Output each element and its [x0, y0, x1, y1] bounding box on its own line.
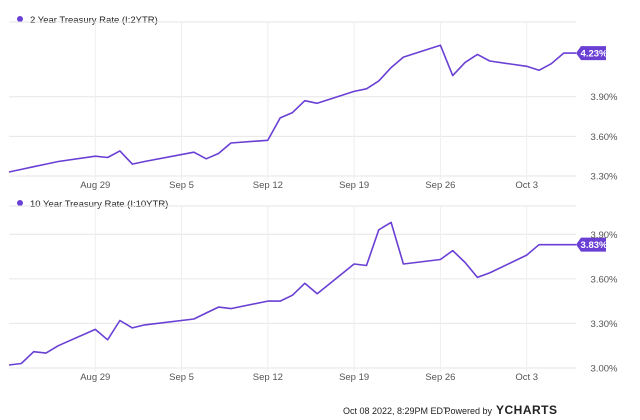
y-tick-label: 3.60%: [591, 132, 618, 143]
y-tick-label: 3.90%: [591, 92, 618, 103]
y-tick-label: 3.00%: [591, 364, 618, 375]
y-tick-label: 3.60%: [591, 274, 618, 285]
x-tick-label: Sep 19: [339, 372, 369, 383]
axis-labels: 3.00% 3.30% 3.60% 3.90% Aug 29 Sep 5 Sep 12 Sep…: [80, 230, 618, 383]
series-line: [8, 44, 576, 173]
gridlines: [9, 205, 576, 372]
last-value-label: 4.23%: [581, 49, 608, 60]
x-tick-label: Oct 3: [515, 372, 538, 383]
x-tick-label: Sep 12: [253, 372, 283, 383]
legend-label: 10 Year Treasury Rate (I:10YTR): [30, 199, 168, 210]
legend-label: 2 Year Treasury Rate (I:2YTR): [30, 15, 158, 26]
x-tick-label: Sep 5: [169, 180, 194, 191]
axis-labels: 3.30% 3.60% 3.90% Aug 29 Sep 5 Sep 12 Sep 19 Se…: [80, 92, 618, 191]
footer-powered-by: Powered by: [444, 406, 492, 416]
last-value-label: 3.83%: [581, 240, 608, 251]
x-tick-label: Sep 5: [169, 372, 194, 383]
y-tick-label: 3.30%: [591, 319, 618, 330]
x-tick-label: Sep 12: [253, 180, 283, 191]
ycharts-logo[interactable]: YCHARTS: [496, 403, 558, 417]
series-line-layer: 3.83%: [8, 221, 608, 366]
x-tick-label: Oct 3: [515, 180, 538, 191]
footer: Oct 08 2022, 8:29PM EDT. Powered by YCHA…: [343, 403, 558, 417]
last-value-badge: 3.83%: [576, 237, 608, 252]
y-tick-label: 3.90%: [591, 230, 618, 241]
x-tick-label: Aug 29: [80, 180, 110, 191]
chart-panel-2-year: 2 Year Treasury Rate (I:2YTR) 4.23% 3.30…: [8, 15, 618, 191]
x-tick-label: Aug 29: [80, 372, 110, 383]
legend-marker: [17, 200, 23, 206]
series-line: [8, 221, 576, 366]
badge-background: [576, 237, 606, 252]
x-tick-label: Sep 26: [425, 372, 455, 383]
legend-marker: [17, 16, 23, 22]
x-tick-label: Sep 19: [339, 180, 369, 191]
badge-background: [576, 46, 606, 61]
gridlines: [9, 21, 576, 180]
y-tick-label: 3.30%: [591, 172, 618, 183]
last-value-badge: 4.23%: [576, 46, 608, 61]
footer-timestamp: Oct 08 2022, 8:29PM EDT.: [343, 406, 450, 416]
series-line-layer: 4.23%: [8, 44, 608, 173]
chart-panel-10-year: 10 Year Treasury Rate (I:10YTR) 3.83% 3.…: [8, 199, 618, 383]
x-tick-label: Sep 26: [425, 180, 455, 191]
